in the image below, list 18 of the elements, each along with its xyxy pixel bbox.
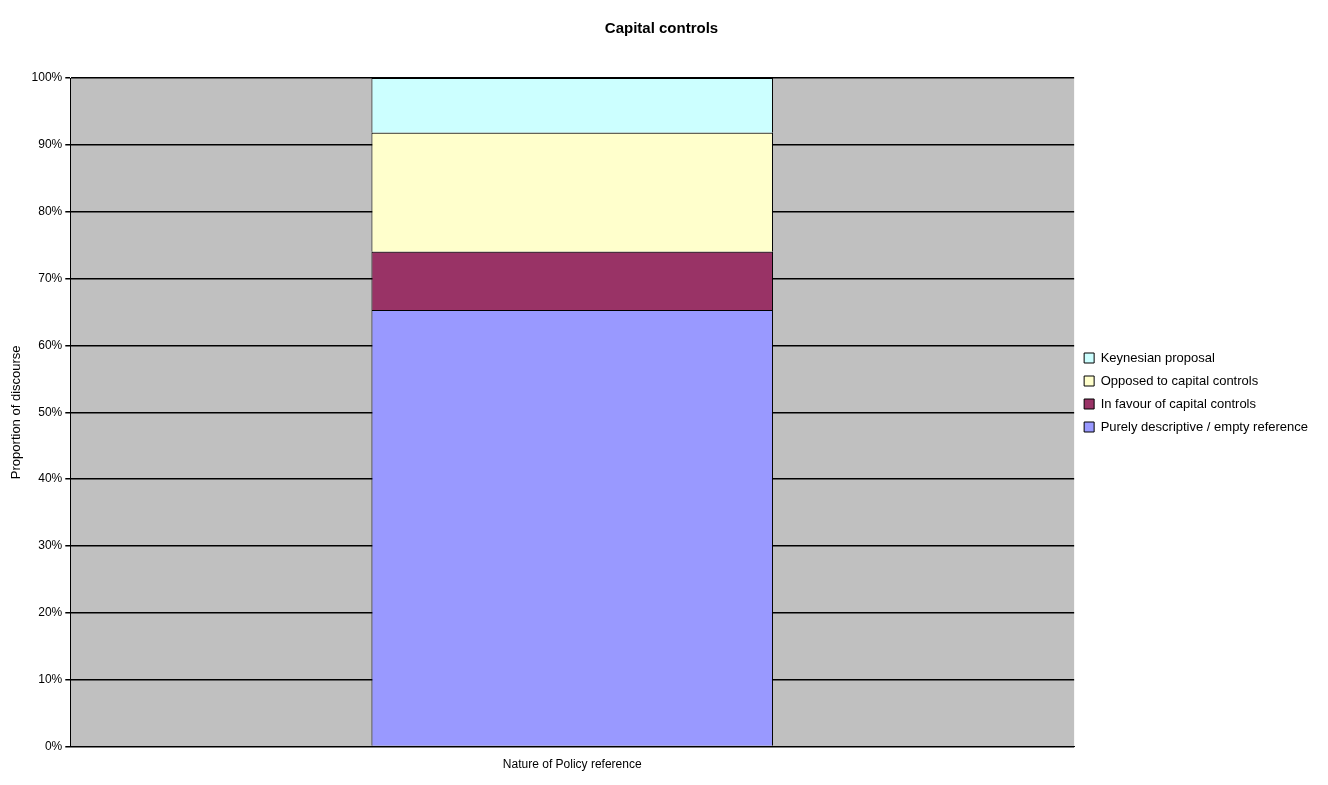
x-tick-label: Nature of Policy reference (502, 757, 642, 772)
y-tick-label: 100% (31, 70, 63, 85)
y-tick-label: 0% (44, 738, 63, 753)
y-tick-label: 90% (38, 137, 63, 152)
legend-label: Opposed to capital controls (1100, 372, 1259, 388)
chart-title: Capital controls (604, 19, 719, 37)
y-tick-label: 40% (38, 471, 63, 486)
legend-label: In favour of capital controls (1100, 395, 1257, 411)
legend-label: Keynesian proposal (1100, 349, 1215, 365)
y-tick-label: 30% (38, 538, 63, 553)
y-tick-label: 70% (38, 270, 63, 285)
y-tick-label: 80% (38, 204, 63, 219)
y-tick-label: 60% (38, 337, 63, 352)
y-tick-label: 10% (38, 672, 63, 687)
y-tick-label: 50% (38, 404, 63, 419)
legend-label: Purely descriptive / empty reference (1100, 418, 1309, 434)
y-axis-title: Proportion of discourse (8, 345, 24, 480)
y-tick-label: 20% (38, 605, 63, 620)
